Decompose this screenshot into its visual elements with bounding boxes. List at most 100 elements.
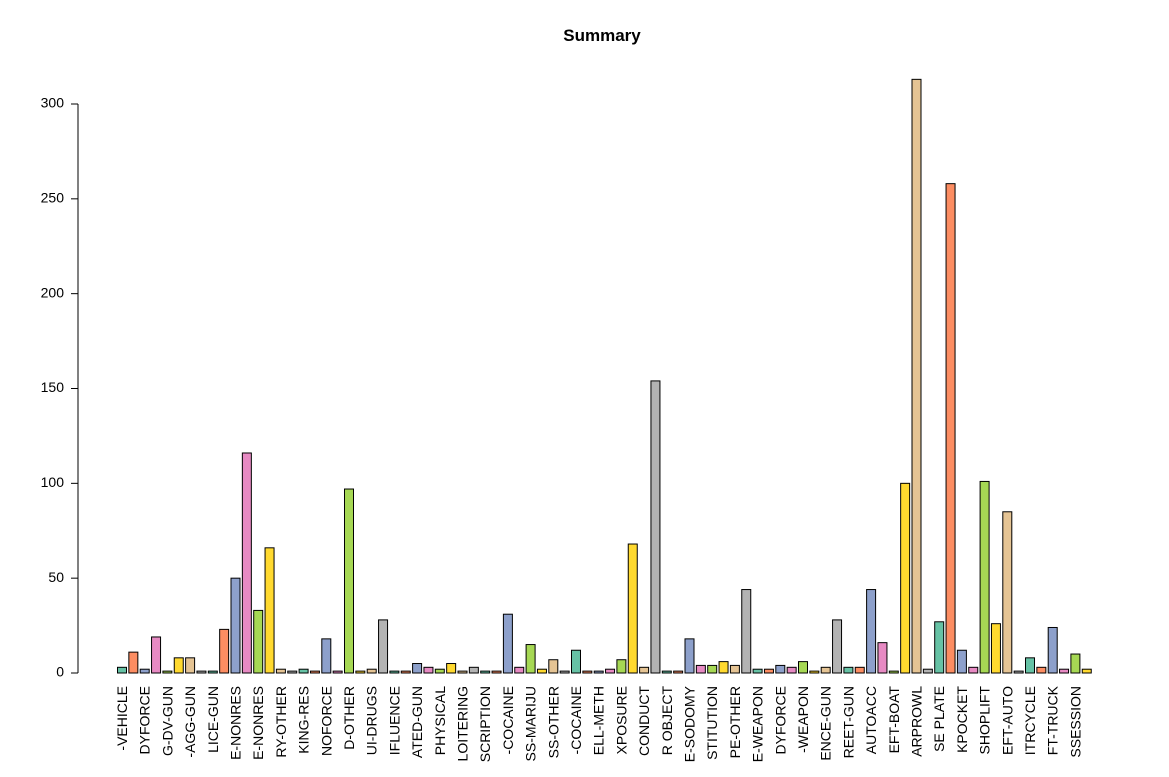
bar [775, 664, 786, 674]
bar [366, 668, 377, 674]
x-tick-label: UI-DRUGS [364, 686, 380, 755]
x-tick-label: CONDUCT [636, 686, 652, 756]
bar [854, 666, 865, 674]
bar [741, 589, 752, 674]
bar [412, 663, 423, 674]
bar [423, 666, 434, 674]
bar [309, 670, 320, 674]
bar [128, 651, 139, 674]
x-tick-label: PE-OTHER [727, 686, 743, 758]
y-tick-label: 0 [56, 664, 64, 680]
bar [763, 668, 774, 674]
bar [673, 670, 684, 674]
x-tick-label: -VEHICLE [114, 686, 130, 751]
bar [480, 670, 491, 674]
bar [446, 663, 457, 674]
bar [820, 666, 831, 674]
x-tick-label: E-NONRES [228, 686, 244, 760]
bar [752, 668, 763, 674]
bar [593, 670, 604, 674]
bar [536, 668, 547, 674]
bar [605, 668, 616, 674]
x-tick-label: EFT-BOAT [886, 686, 902, 754]
bar [661, 670, 672, 674]
bar [389, 670, 400, 674]
bar [956, 649, 967, 674]
x-tick-label: SHOPLIFT [977, 686, 993, 755]
bar [117, 666, 127, 674]
x-tick-label: D-OTHER [341, 686, 357, 750]
x-tick-label: R OBJECT [659, 686, 675, 756]
bar [196, 670, 207, 674]
bar [888, 670, 899, 674]
bar [718, 661, 729, 674]
bar [1081, 668, 1092, 674]
y-tick-label: 150 [41, 379, 65, 395]
x-tick-label: ATED-GUN [409, 686, 425, 758]
bar [866, 589, 877, 674]
y-tick-label: 200 [41, 284, 65, 300]
x-tick-label: SE PLATE [931, 686, 947, 752]
bar [627, 543, 638, 674]
bar [253, 609, 264, 674]
bar [185, 657, 196, 674]
bar [990, 623, 1001, 674]
x-tick-label: -COCAINE [500, 686, 516, 754]
bar [707, 664, 718, 674]
bar [911, 78, 922, 674]
bar [934, 621, 945, 674]
bar [639, 666, 650, 674]
bar [207, 670, 218, 674]
x-tick-label: ENCE-GUN [818, 686, 834, 761]
bar [798, 661, 808, 674]
x-tick-label: ELL-METH [591, 686, 607, 755]
x-tick-label: KING-RES [296, 686, 312, 754]
bar [287, 670, 298, 674]
bar [684, 638, 695, 674]
bar [151, 636, 162, 674]
bar [945, 183, 956, 674]
bar [695, 664, 706, 674]
x-tick-label: SCRIPTION [477, 686, 493, 762]
bar [491, 670, 502, 674]
bar [230, 577, 241, 674]
x-tick-label: XPOSURE [613, 686, 629, 754]
bar [616, 659, 627, 674]
x-tick-label: -WEAPON [795, 686, 811, 753]
x-tick-label: FT-TRUCK [1045, 685, 1061, 755]
bar [468, 666, 479, 674]
bar [1070, 653, 1081, 674]
bar [650, 380, 661, 674]
y-tick-label: 300 [41, 95, 65, 111]
x-tick-label: REET-GUN [840, 686, 856, 758]
y-tick-label: 250 [41, 190, 65, 206]
bar [729, 664, 740, 674]
x-tick-label: PHYSICAL [432, 686, 448, 755]
x-tick-label: STITUTION [704, 686, 720, 760]
bar [571, 649, 581, 674]
bar [877, 642, 888, 674]
x-tick-label: RY-OTHER [273, 686, 289, 758]
bar [1002, 511, 1013, 674]
bar [219, 628, 230, 674]
bar [1047, 626, 1058, 674]
bar [1036, 666, 1047, 674]
bar [298, 668, 309, 674]
x-tick-label: ARPROWL [909, 686, 925, 757]
bar [162, 670, 173, 674]
bar [275, 668, 286, 674]
bar [832, 619, 843, 674]
bar [786, 666, 797, 674]
x-tick-label: DYFORCE [772, 686, 788, 754]
x-tick-label: -COCAINE [568, 686, 584, 754]
x-tick-label: KPOCKET [954, 686, 970, 753]
bar [900, 482, 911, 674]
bar [525, 644, 536, 674]
x-tick-label: E-SODOMY [682, 685, 698, 762]
x-tick-label: -AGG-GUN [182, 686, 198, 758]
x-tick-label: EFT-AUTO [999, 686, 1015, 755]
bar [457, 670, 468, 674]
x-tick-label: LICE-GUN [205, 686, 221, 753]
x-tick-label: AUTOACC [863, 686, 879, 754]
